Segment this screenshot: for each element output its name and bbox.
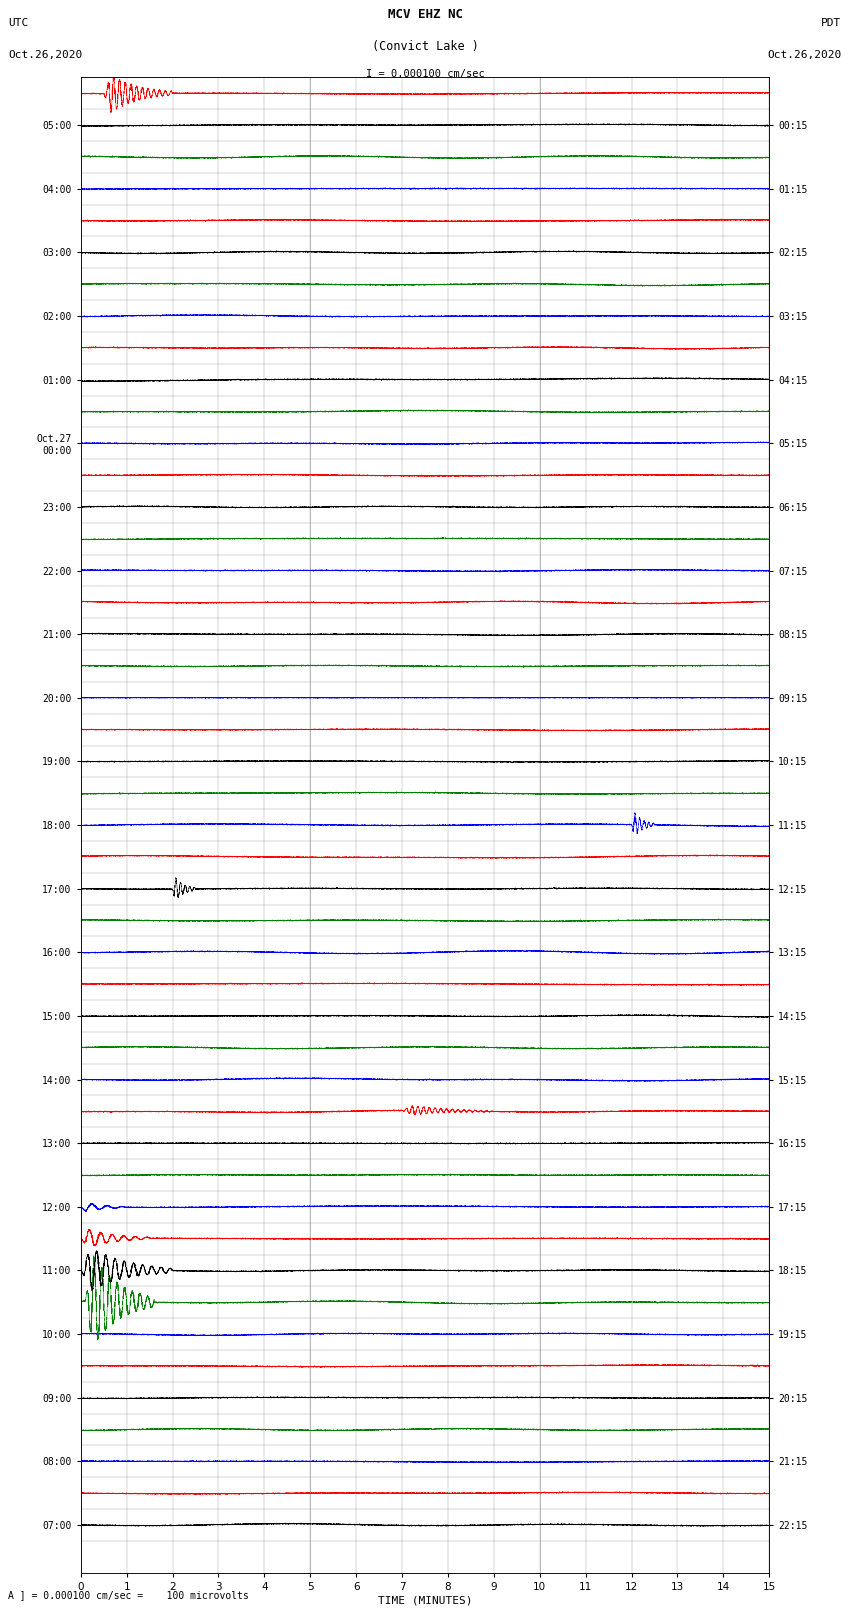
Text: Oct.26,2020: Oct.26,2020: [8, 50, 82, 60]
Text: UTC: UTC: [8, 18, 29, 27]
Text: (Convict Lake ): (Convict Lake ): [371, 40, 479, 53]
X-axis label: TIME (MINUTES): TIME (MINUTES): [377, 1595, 473, 1607]
Text: PDT: PDT: [821, 18, 842, 27]
Text: Oct.26,2020: Oct.26,2020: [768, 50, 842, 60]
Text: I = 0.000100 cm/sec: I = 0.000100 cm/sec: [366, 69, 484, 79]
Text: MCV EHZ NC: MCV EHZ NC: [388, 8, 462, 21]
Text: A ] = 0.000100 cm/sec =    100 microvolts: A ] = 0.000100 cm/sec = 100 microvolts: [8, 1590, 249, 1600]
